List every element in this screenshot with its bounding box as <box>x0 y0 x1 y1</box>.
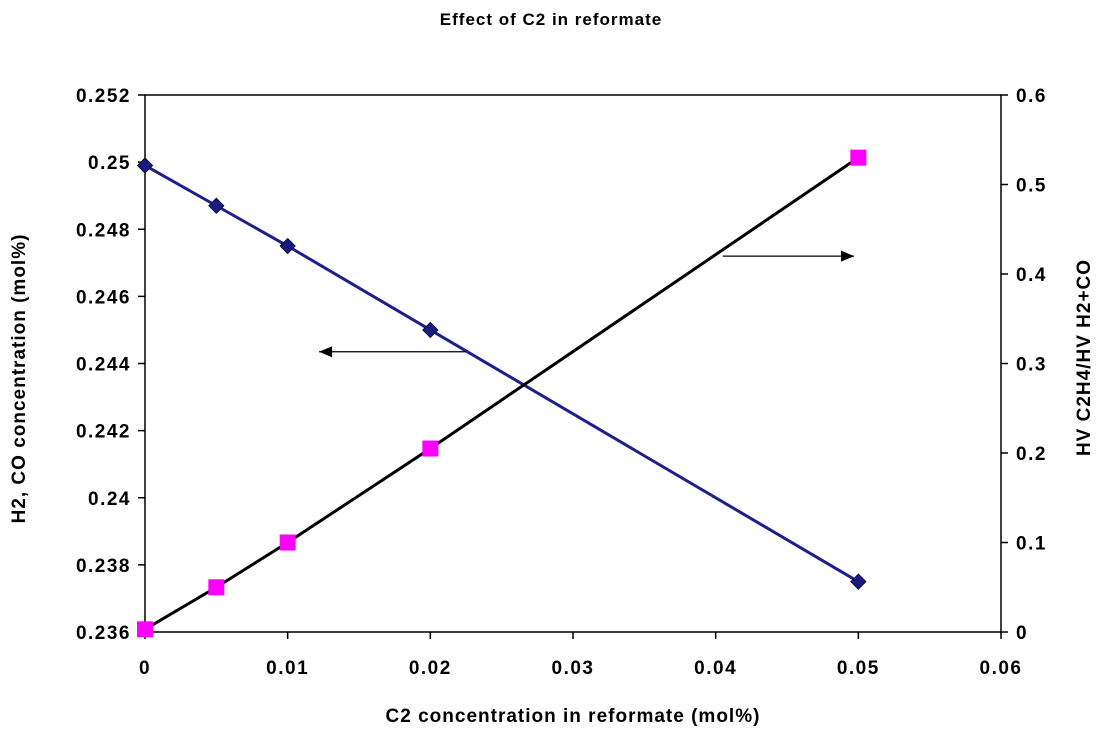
y-left-tick-label: 0.244 <box>76 355 131 376</box>
x-tick-label: 0.06 <box>980 658 1023 679</box>
series-lines <box>144 156 860 631</box>
y-left-tick-label: 0.252 <box>76 86 131 107</box>
x-tick-label: 0 <box>139 658 151 679</box>
x-tick-label: 0.01 <box>266 658 309 679</box>
x-tick-label: 0.02 <box>409 658 452 679</box>
y-right-tick-label: 0.1 <box>1016 534 1047 555</box>
y-right-tick-label: 0.3 <box>1016 355 1047 376</box>
data-point-square <box>137 621 153 638</box>
arrow-head <box>841 250 855 262</box>
data-point-diamond <box>279 237 296 255</box>
y-left-tick-label: 0.24 <box>88 489 131 510</box>
series-line-2 <box>144 156 860 631</box>
left-axis-ticks: 0.236 0.238 0.24 0.242 0.244 0.246 0.248 0.25 0.… <box>76 86 145 644</box>
x-axis-ticks: 0 0.01 0.02 0.03 0.04 0.05 0.06 <box>139 632 1023 679</box>
data-point-square <box>208 579 225 596</box>
y-right-tick-label: 0.2 <box>1016 444 1047 465</box>
data-point-diamond <box>850 573 867 590</box>
data-point-diamond <box>136 157 154 174</box>
y-left-tick-label: 0.236 <box>76 623 131 644</box>
y-left-tick-label: 0.25 <box>88 153 131 174</box>
series-line-1 <box>144 164 860 583</box>
data-point-square <box>850 149 867 166</box>
y-left-tick-label: 0.246 <box>76 287 131 308</box>
y-axis-right-label: HV C2H4/HV H2+CO <box>1074 259 1095 456</box>
chart-title: Effect of C2 in reformate <box>440 10 662 29</box>
annotation-arrows <box>319 250 855 358</box>
y-axis-left-label: H2, CO concentration (mol%) <box>9 234 30 524</box>
x-axis-label: C2 concentration in reformate (mol%) <box>386 706 761 727</box>
x-tick-label: 0.04 <box>694 658 737 679</box>
y-right-tick-label: 0 <box>1016 623 1028 644</box>
y-right-tick-label: 0.5 <box>1016 176 1047 197</box>
data-point-diamond <box>422 321 439 339</box>
y-left-tick-label: 0.242 <box>76 422 131 443</box>
y-left-tick-label: 0.248 <box>76 220 131 241</box>
data-point-diamond <box>208 197 225 214</box>
x-tick-label: 0.03 <box>552 658 595 679</box>
x-tick-label: 0.05 <box>837 658 880 679</box>
arrow-head <box>319 346 333 358</box>
data-point-square <box>279 534 296 551</box>
y-right-tick-label: 0.6 <box>1016 86 1047 107</box>
data-point-square <box>422 440 439 457</box>
series-markers <box>136 149 867 638</box>
y-right-tick-label: 0.4 <box>1016 265 1047 286</box>
right-axis-ticks: 0 0.1 0.2 0.3 0.4 0.5 0.6 <box>1001 86 1047 644</box>
y-left-tick-label: 0.238 <box>76 556 131 577</box>
